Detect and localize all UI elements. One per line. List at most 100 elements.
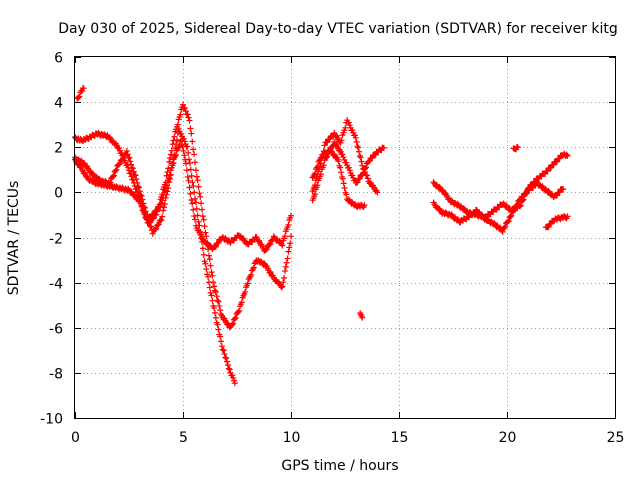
data-point (144, 212, 151, 219)
data-point (349, 127, 356, 134)
data-point (166, 179, 173, 186)
data-point (185, 177, 192, 184)
data-point (267, 241, 274, 248)
data-point (175, 125, 182, 132)
data-point (321, 142, 328, 149)
data-point (123, 147, 130, 154)
data-point (186, 184, 193, 191)
data-point (164, 188, 171, 195)
chart-title: Day 030 of 2025, Sidereal Day-to-day VTE… (58, 21, 618, 37)
series-track-h (357, 310, 366, 321)
data-point (363, 172, 370, 179)
series-track-a (72, 137, 294, 254)
y-tick-label: 4 (54, 96, 63, 112)
data-point (285, 221, 292, 228)
data-point (548, 164, 555, 171)
data-point (230, 320, 237, 327)
data-point (180, 147, 187, 154)
data-point (366, 158, 373, 165)
data-point (160, 204, 167, 211)
data-point (191, 151, 198, 158)
data-point (212, 288, 219, 295)
data-point (141, 204, 148, 211)
data-point (208, 269, 215, 276)
data-point (145, 216, 152, 223)
data-point (217, 307, 224, 314)
data-point (198, 200, 205, 207)
data-point (279, 242, 286, 249)
data-point (148, 223, 155, 230)
data-point (249, 266, 256, 273)
data-point (380, 145, 387, 152)
data-point (181, 105, 188, 112)
data-point (181, 152, 188, 159)
data-point (198, 235, 205, 242)
data-point (106, 180, 113, 187)
data-point (191, 189, 198, 196)
data-point (194, 177, 201, 184)
data-point (359, 162, 366, 169)
data-point (189, 200, 196, 207)
data-point (214, 297, 221, 304)
x-axis-title: GPS time / hours (281, 458, 398, 474)
data-point (188, 130, 195, 137)
data-point (190, 146, 197, 153)
data-point (219, 346, 226, 353)
data-point (142, 208, 149, 215)
data-point (212, 314, 219, 321)
data-point (149, 230, 156, 237)
y-tick-label: 6 (54, 51, 63, 67)
data-point (189, 179, 196, 186)
data-point (356, 152, 363, 159)
data-point (116, 160, 123, 167)
data-point (244, 280, 251, 287)
data-point (132, 172, 139, 179)
data-point (126, 155, 133, 162)
data-point (335, 158, 342, 165)
data-point (312, 182, 319, 189)
data-point (283, 259, 290, 266)
data-point (126, 167, 132, 174)
data-point (164, 169, 171, 176)
grid-lines (75, 57, 615, 418)
data-point (548, 220, 555, 227)
data-point (112, 167, 119, 174)
data-point (204, 239, 211, 246)
data-point (507, 213, 514, 220)
data-point (369, 154, 376, 161)
data-point (235, 308, 242, 315)
data-point (186, 159, 193, 166)
data-point (513, 202, 520, 209)
data-point (218, 311, 225, 318)
data-point (287, 240, 294, 247)
data-point (205, 279, 212, 286)
data-point (130, 168, 137, 175)
data-point (202, 260, 209, 267)
data-point (192, 199, 199, 206)
data-point (76, 93, 83, 100)
y-tick-label: 2 (54, 141, 63, 157)
data-point (217, 333, 224, 340)
data-point (200, 251, 207, 258)
data-point (167, 175, 174, 182)
data-point (554, 192, 561, 199)
data-point (159, 213, 166, 220)
data-point (338, 169, 345, 176)
data-point (326, 136, 333, 143)
x-tick-label: 5 (179, 430, 188, 446)
data-point (354, 179, 361, 186)
data-point (155, 221, 162, 228)
series-track-g (309, 146, 368, 211)
data-point (186, 156, 193, 163)
data-point (362, 169, 369, 176)
data-point (560, 186, 567, 193)
data-point (211, 283, 218, 290)
data-point (317, 171, 324, 178)
data-point (231, 380, 238, 387)
data-point (189, 138, 196, 145)
data-point (517, 196, 524, 203)
data-point (222, 354, 229, 361)
data-point (130, 176, 137, 183)
data-point (355, 144, 362, 151)
data-point (197, 228, 204, 235)
